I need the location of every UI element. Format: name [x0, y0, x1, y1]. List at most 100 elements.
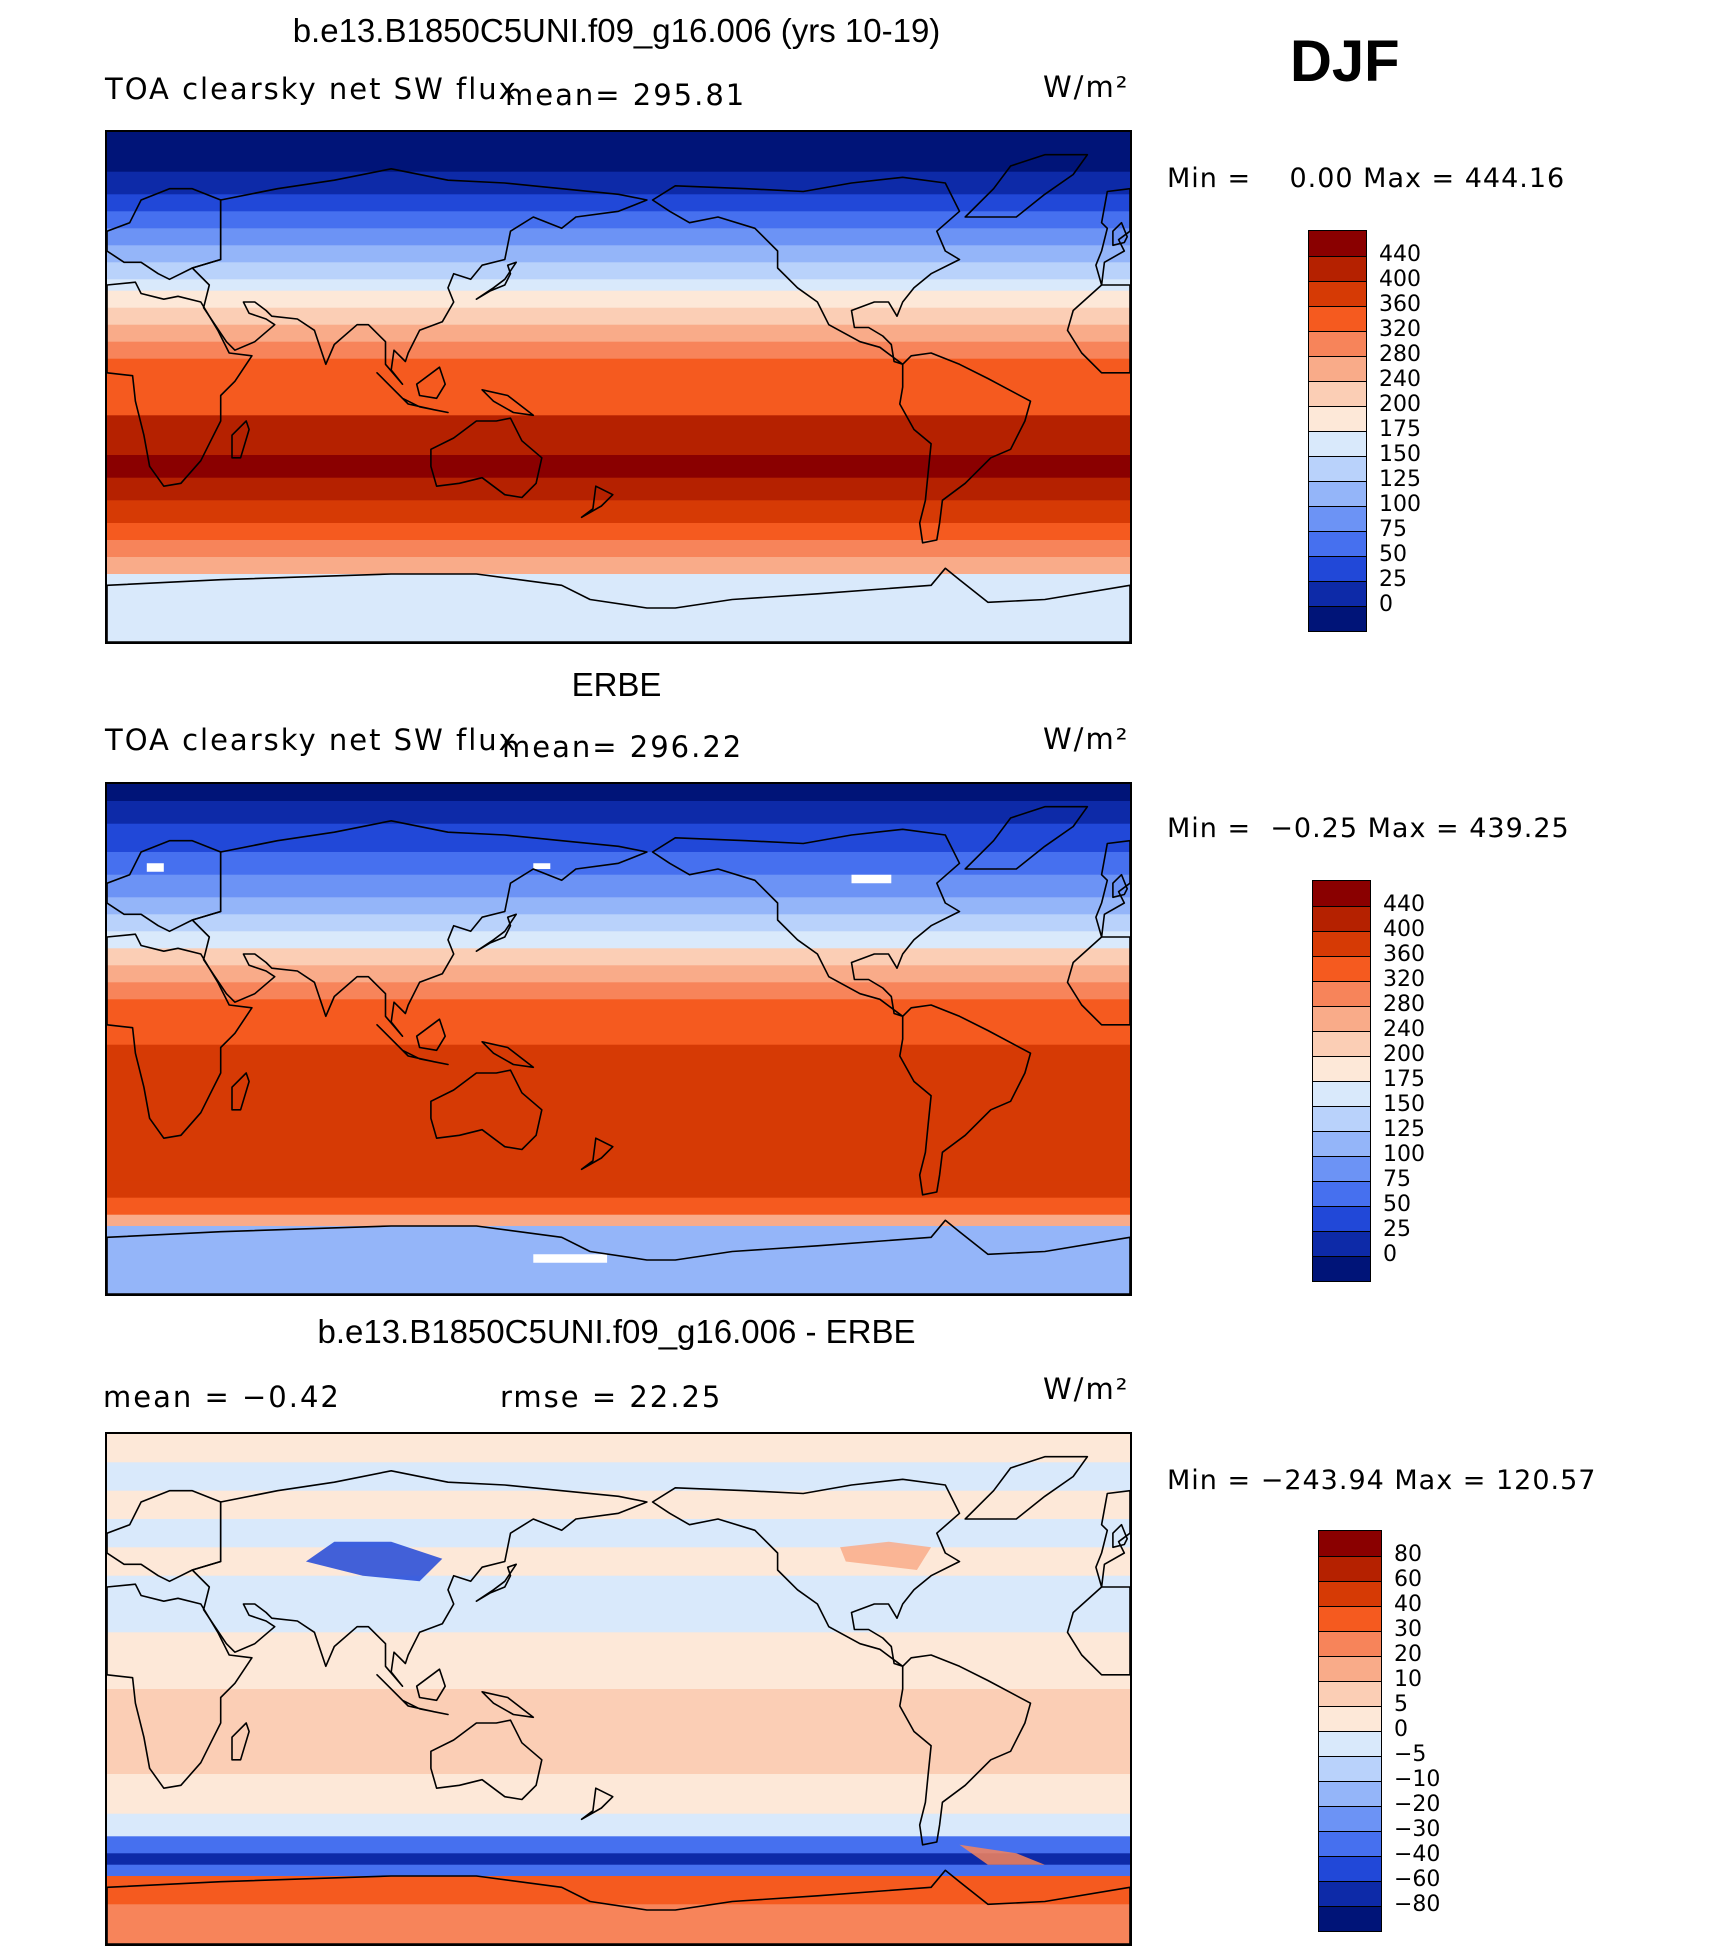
colorbar-tick-label: −40 [1394, 1842, 1441, 1867]
contour-band [107, 500, 1130, 524]
coastline-antarctica [107, 1219, 1130, 1294]
colorbar-tick-label: 320 [1379, 317, 1421, 342]
colorbar-tick-label: 0 [1383, 1242, 1397, 1267]
field-contours [107, 132, 1130, 642]
colorbar-swatch [1309, 481, 1366, 506]
colorbar-swatch [1313, 1256, 1370, 1281]
anomaly-region [840, 1541, 932, 1570]
panel-2-title: ERBE [571, 666, 662, 703]
coastline-indonesia [376, 1024, 449, 1066]
field-contours [107, 784, 1130, 1294]
contour-band [107, 948, 1130, 966]
contour-band [107, 1853, 1130, 1866]
colorbar-tick-label: 75 [1379, 517, 1407, 542]
colorbar-tick-label: 320 [1383, 967, 1425, 992]
colorbar-swatch [1309, 431, 1366, 456]
colorbar-tick-label: 20 [1394, 1642, 1422, 1667]
contour-band [107, 1836, 1130, 1854]
colorbar-swatch [1319, 1756, 1381, 1781]
contour-band [107, 228, 1130, 246]
coastline-africa-east [107, 281, 253, 488]
coastline-new-zealand [580, 1787, 614, 1821]
coastline-north-america [651, 176, 961, 366]
contour-band [107, 1904, 1130, 1944]
contour-band [107, 1813, 1130, 1837]
colorbar-swatch [1313, 1206, 1370, 1231]
contour-band [107, 290, 1130, 309]
contour-band [107, 194, 1130, 212]
colorbar-tick-label: 25 [1379, 567, 1407, 592]
coastline-japan [475, 1563, 518, 1602]
colorbar-swatch [1313, 1031, 1370, 1056]
contour-band [107, 897, 1130, 915]
missing-data [533, 863, 551, 869]
colorbar-tick-label: 360 [1379, 292, 1421, 317]
colorbar-swatch [1309, 256, 1366, 281]
contour-band [107, 1462, 1130, 1492]
colorbar-tick-label: 240 [1383, 1017, 1425, 1042]
contour-band [107, 965, 1130, 983]
contour-band [107, 455, 1130, 479]
colorbar-swatch [1319, 1856, 1381, 1881]
contour-band [107, 557, 1130, 575]
coastlines [107, 1455, 1130, 1944]
contour-band [107, 1434, 1130, 1463]
colorbar-swatch [1313, 1156, 1370, 1181]
coastline-uk [1112, 873, 1129, 899]
colorbar-swatch [1309, 381, 1366, 406]
coastline-africa [1066, 936, 1130, 1026]
colorbar-swatch [1313, 1181, 1370, 1206]
panel-1-colorbar [1308, 230, 1367, 632]
panel-3-map [105, 1432, 1132, 1946]
contour-band [107, 477, 1130, 501]
contour-band [107, 1519, 1130, 1548]
coastline-south-america [898, 352, 1032, 544]
panel-2-mean-label: mean= 296.22 [502, 730, 744, 764]
colorbar-swatch [1309, 231, 1366, 256]
colorbar-tick-label: 5 [1394, 1692, 1408, 1717]
contour-band [107, 211, 1130, 229]
contour-band [107, 540, 1130, 558]
missing-data [851, 874, 892, 884]
contour-band [107, 1864, 1130, 1877]
coastline-greenland [964, 153, 1089, 218]
colorbar-swatch [1309, 281, 1366, 306]
coastline-australia [430, 1719, 543, 1801]
contour-band [107, 1180, 1130, 1199]
colorbar-swatch [1313, 931, 1370, 956]
colorbar-swatch [1319, 1581, 1381, 1606]
colorbar-tick-label: 240 [1379, 367, 1421, 392]
contour-band [107, 931, 1130, 949]
coastline-africa-east [107, 933, 253, 1140]
contour-band [107, 1575, 1130, 1633]
colorbar-tick-label: 125 [1383, 1117, 1425, 1142]
contour-band [107, 1689, 1130, 1775]
colorbar-swatch [1309, 406, 1366, 431]
contour-band [107, 1226, 1130, 1294]
coastline-europe [1095, 839, 1130, 938]
colorbar-swatch [1319, 1806, 1381, 1831]
panel-2-field-label: TOA clearsky net SW flux [105, 723, 518, 757]
colorbar-swatch [1313, 1081, 1370, 1106]
colorbar-tick-label: 440 [1379, 242, 1421, 267]
contour-band [107, 132, 1130, 173]
colorbar-swatch [1313, 1006, 1370, 1031]
coastline-new-zealand [580, 485, 614, 519]
missing-data [533, 1254, 608, 1263]
coastline-borneo [415, 1668, 447, 1702]
colorbar-swatch [1309, 306, 1366, 331]
coastline-greenland [964, 1455, 1089, 1520]
colorbar-tick-label: 440 [1383, 892, 1425, 917]
coastline-europe [1095, 1489, 1130, 1588]
colorbar-tick-label: 50 [1383, 1192, 1411, 1217]
colorbar-tick-label: 400 [1383, 917, 1425, 942]
colorbar-swatch [1319, 1781, 1381, 1806]
coastline-north-america [651, 1478, 961, 1668]
contour-band [107, 324, 1130, 343]
colorbar-tick-label: 175 [1383, 1067, 1425, 1092]
anomaly-region [305, 1541, 443, 1582]
colorbar-tick-label: 50 [1379, 542, 1407, 567]
colorbar-tick-label: 280 [1379, 342, 1421, 367]
coastlines [107, 153, 1130, 642]
colorbar-tick-label: 10 [1394, 1667, 1422, 1692]
